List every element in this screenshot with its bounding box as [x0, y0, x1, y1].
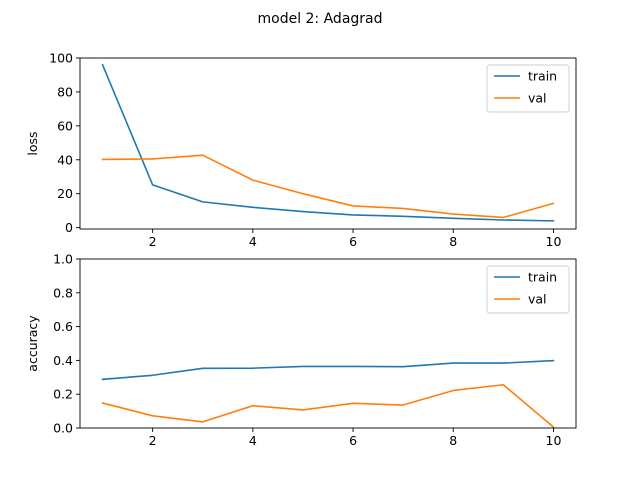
x-tick-label: 4	[249, 234, 257, 249]
val-series-line	[101, 383, 555, 429]
y-tick-label: 80	[57, 84, 73, 99]
val-series-line	[101, 154, 555, 219]
legend-label-train: train	[528, 270, 557, 285]
y-axis-label: accuracy	[25, 315, 40, 372]
y-tick-label: 0.2	[53, 387, 73, 402]
y-tick-label: 0.0	[53, 421, 73, 436]
x-tick-label: 4	[249, 433, 257, 448]
figure-title: model 2: Adagrad	[257, 11, 382, 27]
legend-label-val: val	[528, 292, 547, 307]
x-tick-label: 2	[149, 234, 157, 249]
legend-label-train: train	[528, 69, 557, 84]
x-tick-label: 8	[449, 234, 457, 249]
y-tick-label: 40	[57, 152, 73, 167]
x-tick-label: 8	[449, 433, 457, 448]
legend-label-val: val	[528, 91, 547, 106]
axes-frame	[79, 57, 577, 230]
y-tick-label: 100	[49, 51, 73, 66]
x-tick-label: 10	[546, 433, 562, 448]
y-tick-label: 60	[57, 118, 73, 133]
y-tick-label: 20	[57, 186, 73, 201]
y-tick-label: 0.8	[53, 285, 73, 300]
y-tick-label: 1.0	[53, 252, 73, 267]
y-tick-label: 0	[65, 220, 73, 235]
x-tick-label: 10	[546, 234, 562, 249]
x-tick-label: 2	[149, 433, 157, 448]
y-tick-label: 0.6	[53, 319, 73, 334]
x-tick-label: 6	[349, 234, 357, 249]
x-tick-label: 6	[349, 433, 357, 448]
y-axis-label: loss	[25, 131, 40, 155]
legend: train val	[486, 64, 570, 113]
legend: train val	[486, 265, 570, 314]
train-series-line	[101, 63, 555, 222]
y-tick-label: 0.4	[53, 353, 73, 368]
train-series-line	[101, 359, 555, 381]
accuracy-subplot: 2 4 6 8 10 0.0 0.2 0.4 0.6 0.8 1.0 accuracy train val	[25, 252, 577, 448]
axes-frame	[79, 258, 577, 429]
